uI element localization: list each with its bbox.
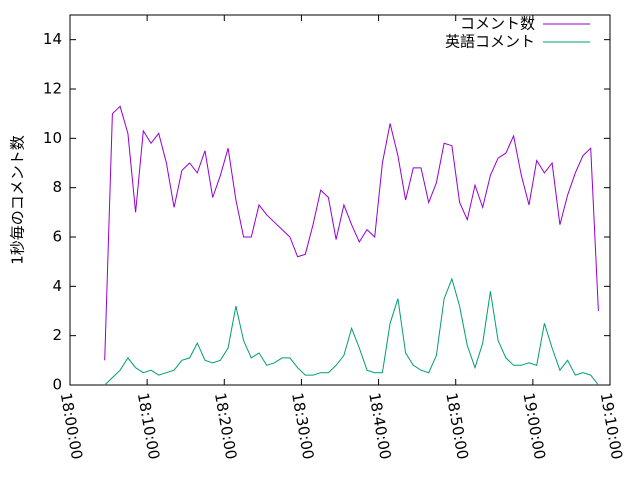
x-tick-label: 18:20:00 [211, 391, 240, 460]
plot-frame [69, 14, 611, 386]
legend-label: コメント数 [460, 15, 535, 33]
y-tick-label: 6 [52, 228, 62, 246]
series-line [104, 277, 599, 386]
legend-label: 英語コメント [445, 33, 535, 51]
x-tick-label: 19:10:00 [597, 391, 626, 460]
x-tick-label: 18:40:00 [365, 391, 394, 460]
x-tick-label: 18:50:00 [442, 391, 471, 460]
y-tick-label: 10 [43, 129, 62, 147]
x-tick-label: 19:00:00 [519, 391, 548, 460]
y-tick-label: 4 [52, 277, 62, 295]
y-tick-label: 0 [52, 376, 62, 394]
x-tick-label: 18:10:00 [134, 391, 163, 460]
series-line [104, 105, 599, 361]
x-tick-label: 18:00:00 [57, 391, 86, 460]
x-tick-label: 18:30:00 [288, 391, 317, 460]
y-tick-label: 8 [52, 178, 62, 196]
y-tick-label: 2 [52, 326, 62, 344]
y-tick-label: 14 [43, 30, 62, 48]
y-tick-label: 12 [43, 80, 62, 98]
y-axis-label: 1秒毎のコメント数 [9, 135, 27, 265]
